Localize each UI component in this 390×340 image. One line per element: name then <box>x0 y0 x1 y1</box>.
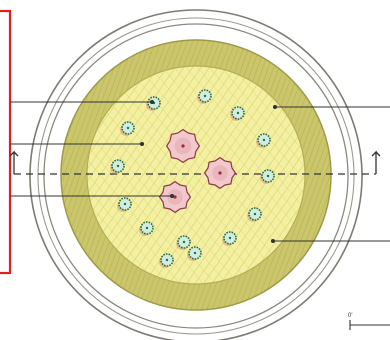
scale-bar <box>349 320 390 330</box>
herb-icon <box>230 106 245 121</box>
meat-icon <box>158 180 192 214</box>
herb-icon <box>187 246 202 261</box>
scale-bar-label: 0' <box>348 313 352 319</box>
herb-icon <box>117 197 132 212</box>
herb-icon <box>159 253 174 268</box>
herb-icon <box>139 221 154 236</box>
plate-well <box>43 23 349 329</box>
meat-icon <box>203 156 237 190</box>
herb-icon <box>197 89 212 104</box>
leader-lines-left <box>10 99 175 199</box>
herb-icon <box>222 231 237 246</box>
herb-icon <box>120 121 135 136</box>
leader-lines-right <box>270 104 390 244</box>
section-cut-line <box>9 150 381 175</box>
herb-icon <box>176 235 191 250</box>
meat-pieces <box>158 128 237 214</box>
herb-pieces <box>110 89 275 268</box>
herb-icon <box>260 169 275 184</box>
herb-icon <box>256 133 271 148</box>
meat-icon <box>165 128 201 164</box>
herb-icon <box>110 159 125 174</box>
herb-icon <box>247 207 262 222</box>
highlight-box <box>0 9 12 275</box>
plate-rim-inner-line <box>37 17 355 335</box>
